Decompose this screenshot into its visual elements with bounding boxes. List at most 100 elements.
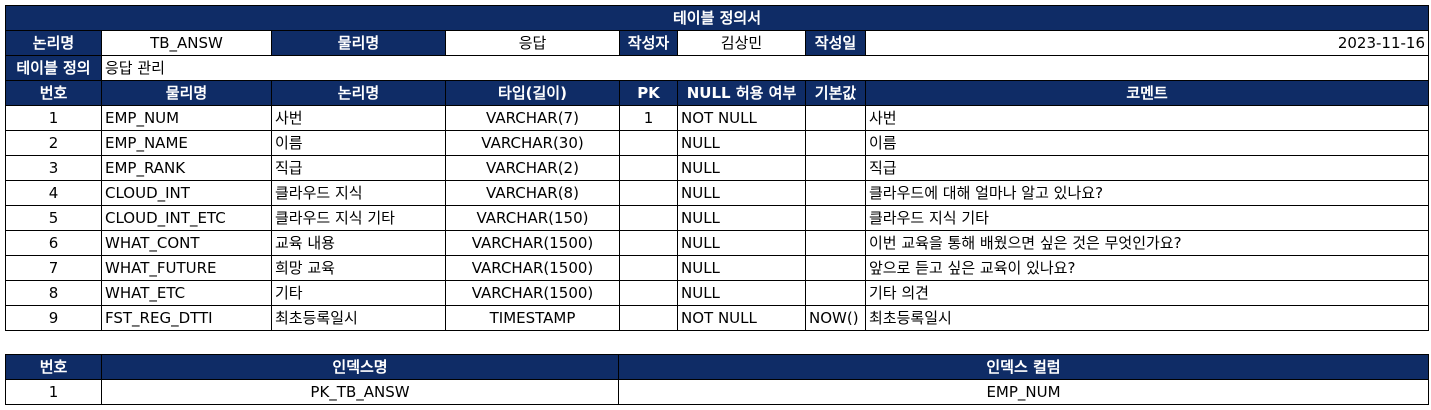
cell-logical[interactable]: 클라우드 지식 기타	[271, 205, 446, 231]
table-row: 9 FST_REG_DTTI 최초등록일시 TIMESTAMP NOT NULL NOW(…	[5, 305, 1430, 331]
cell-nullable[interactable]: NULL	[677, 155, 806, 181]
cell-nullable[interactable]: NOT NULL	[677, 105, 806, 131]
logical-name-value[interactable]: TB_ANSW	[101, 30, 272, 56]
table-def-row: 테이블 정의 응답 관리	[5, 55, 1430, 81]
cell-nullable[interactable]: NULL	[677, 205, 806, 231]
cell-no[interactable]: 3	[5, 155, 102, 181]
cell-comment[interactable]: 클라우드에 대해 얼마나 알고 있나요?	[864, 180, 1430, 206]
cell-pk[interactable]	[619, 230, 678, 256]
header-type: 타입(길이)	[445, 80, 620, 106]
cell-comment[interactable]: 이름	[864, 130, 1430, 156]
cell-comment[interactable]: 앞으로 듣고 싶은 교육이 있나요?	[864, 255, 1430, 281]
cell-pk[interactable]	[619, 255, 678, 281]
cell-comment[interactable]: 최초등록일시	[864, 305, 1430, 331]
cell-default[interactable]	[805, 130, 866, 156]
cell-type[interactable]: TIMESTAMP	[445, 305, 620, 331]
cell-type[interactable]: VARCHAR(1500)	[445, 280, 620, 306]
cell-default[interactable]	[805, 180, 866, 206]
cell-physical[interactable]: CLOUD_INT_ETC	[101, 205, 272, 231]
cell-logical[interactable]: 사번	[271, 105, 446, 131]
index-table: 번호 인덱스명 인덱스 컬럼 1 PK_TB_ANSW EMP_NUM	[5, 354, 1429, 405]
cell-nullable[interactable]: NULL	[677, 130, 806, 156]
index-rows: 1 PK_TB_ANSW EMP_NUM	[5, 379, 1429, 405]
cell-no[interactable]: 5	[5, 205, 102, 231]
table-row: 3 EMP_RANK 직급 VARCHAR(2) NULL 직급	[5, 155, 1430, 181]
definition-table: 테이블 정의서 논리명 TB_ANSW 물리명 응답 작성자 김상민 작성일 2…	[4, 5, 1430, 331]
cell-default[interactable]	[805, 230, 866, 256]
cell-physical[interactable]: WHAT_CONT	[101, 230, 272, 256]
physical-name-label: 물리명	[271, 30, 446, 56]
cell-no[interactable]: 6	[5, 230, 102, 256]
physical-name-value[interactable]: 응답	[445, 30, 620, 56]
cell-no[interactable]: 7	[5, 255, 102, 281]
sheet-title: 테이블 정의서	[4, 5, 1430, 31]
index-cell-no[interactable]: 1	[5, 379, 102, 405]
cell-default[interactable]	[805, 255, 866, 281]
cell-physical[interactable]: EMP_RANK	[101, 155, 272, 181]
cell-physical[interactable]: WHAT_ETC	[101, 280, 272, 306]
author-value[interactable]: 김상민	[677, 30, 806, 56]
cell-no[interactable]: 8	[5, 280, 102, 306]
cell-comment[interactable]: 이번 교육을 통해 배웠으면 싶은 것은 무엇인가요?	[864, 230, 1430, 256]
cell-no[interactable]: 4	[5, 180, 102, 206]
cell-physical[interactable]: FST_REG_DTTI	[101, 305, 272, 331]
table-def-value[interactable]: 응답 관리	[100, 55, 1430, 81]
cell-logical[interactable]: 교육 내용	[271, 230, 446, 256]
cell-type[interactable]: VARCHAR(7)	[445, 105, 620, 131]
cell-logical[interactable]: 이름	[271, 130, 446, 156]
cell-nullable[interactable]: NOT NULL	[677, 305, 806, 331]
index-header-row: 번호 인덱스명 인덱스 컬럼	[5, 354, 1429, 380]
cell-default[interactable]: NOW()	[805, 305, 866, 331]
cell-physical[interactable]: WHAT_FUTURE	[101, 255, 272, 281]
cell-no[interactable]: 9	[5, 305, 102, 331]
index-cell-name[interactable]: PK_TB_ANSW	[101, 379, 619, 405]
cell-comment[interactable]: 직급	[864, 155, 1430, 181]
cell-no[interactable]: 2	[5, 130, 102, 156]
cell-default[interactable]	[805, 205, 866, 231]
cell-physical[interactable]: EMP_NAME	[101, 130, 272, 156]
cell-type[interactable]: VARCHAR(1500)	[445, 230, 620, 256]
cell-pk[interactable]	[619, 280, 678, 306]
index-cell-column[interactable]: EMP_NUM	[618, 379, 1429, 405]
cell-comment[interactable]: 기타 의견	[864, 280, 1430, 306]
cell-physical[interactable]: EMP_NUM	[101, 105, 272, 131]
cell-default[interactable]	[805, 280, 866, 306]
cell-logical[interactable]: 클라우드 지식	[271, 180, 446, 206]
cell-pk[interactable]	[619, 155, 678, 181]
cell-physical[interactable]: CLOUD_INT	[101, 180, 272, 206]
cell-nullable[interactable]: NULL	[677, 255, 806, 281]
cell-pk[interactable]	[619, 205, 678, 231]
cell-pk[interactable]: 1	[619, 105, 678, 131]
cell-nullable[interactable]: NULL	[677, 230, 806, 256]
cell-type[interactable]: VARCHAR(2)	[445, 155, 620, 181]
table-row: 8 WHAT_ETC 기타 VARCHAR(1500) NULL 기타 의견	[5, 280, 1430, 306]
header-pk: PK	[619, 80, 678, 106]
cell-nullable[interactable]: NULL	[677, 280, 806, 306]
cell-comment[interactable]: 클라우드 지식 기타	[864, 205, 1430, 231]
cell-logical[interactable]: 직급	[271, 155, 446, 181]
cell-comment[interactable]: 사번	[864, 105, 1430, 131]
table-row: 4 CLOUD_INT 클라우드 지식 VARCHAR(8) NULL 클라우드에 대해 …	[5, 180, 1430, 206]
cell-pk[interactable]	[619, 130, 678, 156]
cell-no[interactable]: 1	[5, 105, 102, 131]
index-header-column: 인덱스 컬럼	[618, 354, 1429, 380]
index-header-name: 인덱스명	[101, 354, 619, 380]
cell-logical[interactable]: 최초등록일시	[271, 305, 446, 331]
cell-pk[interactable]	[619, 180, 678, 206]
date-value[interactable]: 2023-11-16	[864, 30, 1430, 56]
cell-pk[interactable]	[619, 305, 678, 331]
logical-name-label: 논리명	[5, 30, 102, 56]
cell-type[interactable]: VARCHAR(1500)	[445, 255, 620, 281]
table-row: 7 WHAT_FUTURE 희망 교육 VARCHAR(1500) NULL 앞으로 듣고…	[5, 255, 1430, 281]
cell-default[interactable]	[805, 155, 866, 181]
header-default: 기본값	[805, 80, 866, 106]
cell-type[interactable]: VARCHAR(150)	[445, 205, 620, 231]
cell-type[interactable]: VARCHAR(30)	[445, 130, 620, 156]
cell-type[interactable]: VARCHAR(8)	[445, 180, 620, 206]
cell-logical[interactable]: 기타	[271, 280, 446, 306]
header-nullable: NULL 허용 여부	[677, 80, 806, 106]
cell-nullable[interactable]: NULL	[677, 180, 806, 206]
cell-logical[interactable]: 희망 교육	[271, 255, 446, 281]
header-logical: 논리명	[271, 80, 446, 106]
cell-default[interactable]	[805, 105, 866, 131]
